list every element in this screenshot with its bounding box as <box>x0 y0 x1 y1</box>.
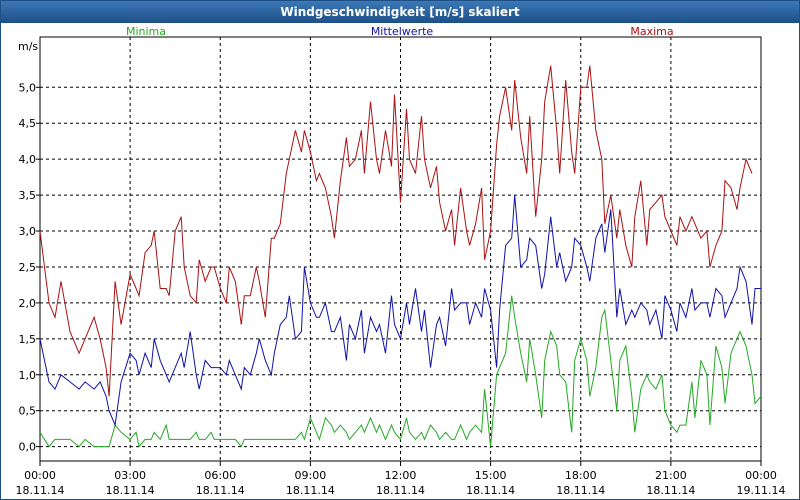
y-tick-label: 0,5 <box>19 405 37 418</box>
x-tick-time: 15:00 <box>475 469 507 482</box>
series-line-mittelwerte <box>39 195 761 427</box>
y-tick-label: 1,5 <box>19 333 37 346</box>
axes: 0,0 0,5 1,0 1,5 2,0 2,5 3,0 3,5 4,0 4,5 5,0 00:00 18… <box>16 81 786 497</box>
x-tick-date: 18.11.14 <box>196 484 245 497</box>
grid <box>39 37 762 461</box>
window-title: Windgeschwindigkeit [m/s] skaliert <box>1 1 799 23</box>
x-tick-date: 18.11.14 <box>286 484 335 497</box>
x-tick-date: 18.11.14 <box>466 484 515 497</box>
x-tick-date: 18.11.14 <box>556 484 605 497</box>
x-tick-date: 18.11.14 <box>16 484 65 497</box>
series-line-maxima <box>39 65 753 397</box>
x-tick-date: 19.11.14 <box>737 484 786 497</box>
x-tick-time: 09:00 <box>295 469 327 482</box>
y-tick-label: 4,5 <box>19 117 37 130</box>
x-tick-date: 18.11.14 <box>106 484 155 497</box>
y-tick-label: 0,0 <box>19 441 37 454</box>
x-tick-date: 18.11.14 <box>646 484 695 497</box>
x-tick-time: 00:00 <box>745 469 777 482</box>
y-tick-label: 3,5 <box>19 189 37 202</box>
y-tick-label: 2,5 <box>19 261 37 274</box>
legend-maxima: Maxima <box>630 25 673 38</box>
x-tick-time: 03:00 <box>114 469 146 482</box>
x-tick-time: 12:00 <box>385 469 417 482</box>
y-tick-label: 2,0 <box>19 297 37 310</box>
y-tick-label: 5,0 <box>19 81 37 94</box>
x-tick-time: 21:00 <box>655 469 687 482</box>
y-axis-label: m/s <box>18 40 38 53</box>
x-tick-time: 18:00 <box>565 469 597 482</box>
y-tick-label: 1,0 <box>19 369 37 382</box>
x-tick-date: 18.11.14 <box>376 484 425 497</box>
x-tick-time: 00:00 <box>24 469 56 482</box>
y-tick-label: 3,0 <box>19 225 37 238</box>
series <box>39 65 762 448</box>
y-tick-label: 4,0 <box>19 153 37 166</box>
legend-mittelwerte: Mittelwerte <box>371 25 434 38</box>
series-line-minima <box>39 295 762 448</box>
x-tick-time: 06:00 <box>204 469 236 482</box>
legend-minima: Minima <box>126 25 166 38</box>
